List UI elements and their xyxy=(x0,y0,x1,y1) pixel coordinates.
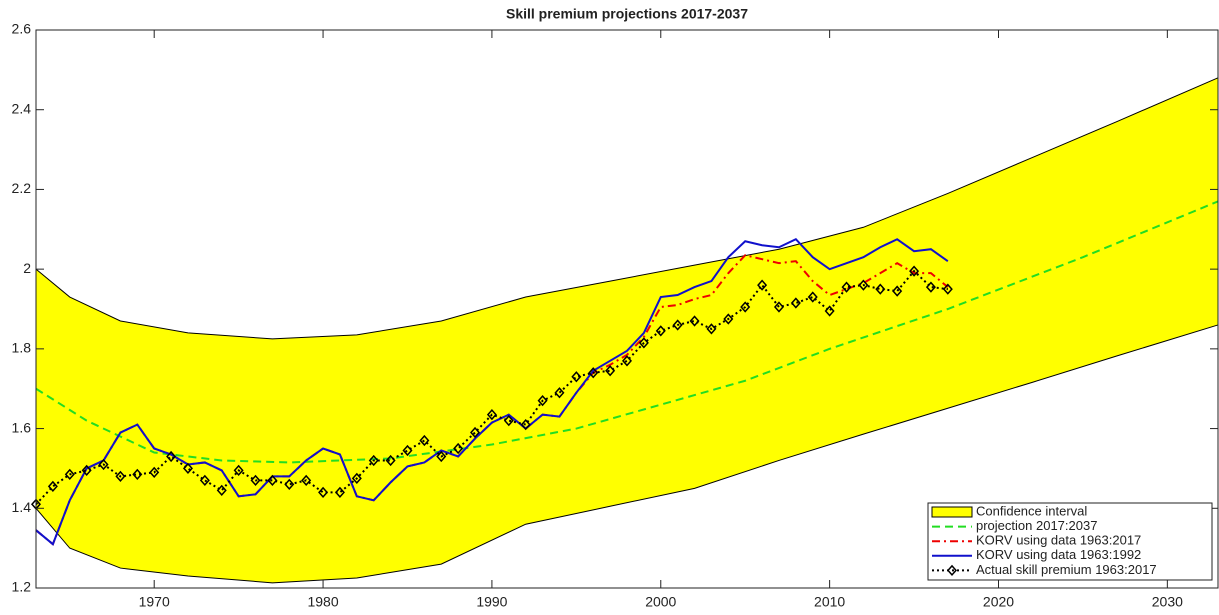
marker xyxy=(385,454,396,467)
x-tick-label: 1970 xyxy=(139,594,170,610)
marker xyxy=(723,313,734,325)
x-tick-label: 2020 xyxy=(983,594,1014,610)
legend-label: projection 2017:2037 xyxy=(976,518,1097,533)
marker xyxy=(470,426,481,439)
marker xyxy=(368,454,379,467)
chart-title: Skill premium projections 2017-2037 xyxy=(506,6,748,22)
marker xyxy=(351,472,362,485)
y-tick-label: 2.2 xyxy=(12,180,32,196)
marker xyxy=(301,474,312,487)
marker xyxy=(909,265,920,277)
marker xyxy=(98,458,109,471)
marker xyxy=(64,468,75,481)
x-tick-label: 2010 xyxy=(814,594,845,610)
x-tick-label: 2000 xyxy=(645,594,676,610)
marker xyxy=(233,464,244,477)
marker xyxy=(503,414,514,427)
x-tick-label: 1990 xyxy=(476,594,507,610)
marker xyxy=(537,395,548,407)
marker xyxy=(554,387,565,399)
y-tick-label: 1.2 xyxy=(12,579,32,595)
marker xyxy=(149,466,160,479)
marker xyxy=(166,450,177,463)
marker xyxy=(824,305,835,317)
legend-marker xyxy=(946,564,958,577)
y-tick-label: 2.6 xyxy=(12,21,32,37)
series-line xyxy=(35,200,1219,464)
marker xyxy=(621,355,633,367)
marker xyxy=(706,323,717,335)
x-tick-label: 2030 xyxy=(1152,594,1183,610)
marker xyxy=(216,484,227,496)
marker xyxy=(757,279,768,291)
plot-frame xyxy=(35,29,1219,589)
legend-label: KORV using data 1963:1992 xyxy=(976,547,1141,562)
marker xyxy=(858,279,869,291)
marker xyxy=(841,281,852,293)
x-tick-label: 1980 xyxy=(307,594,338,610)
band-upper xyxy=(35,77,1219,340)
marker xyxy=(740,301,751,313)
marker xyxy=(773,301,784,313)
marker xyxy=(47,480,58,492)
legend-label: Actual skill premium 1963:2017 xyxy=(976,562,1157,577)
marker xyxy=(638,337,649,349)
marker xyxy=(571,371,582,383)
marker xyxy=(267,474,278,487)
marker xyxy=(132,468,143,481)
band-lower xyxy=(35,324,1219,584)
marker xyxy=(182,462,193,475)
marker xyxy=(655,325,666,337)
marker xyxy=(334,486,345,498)
legend-label: KORV using data 1963:2017 xyxy=(976,533,1141,548)
y-tick-label: 2 xyxy=(23,260,31,276)
series-line xyxy=(35,269,948,505)
marker xyxy=(689,315,700,327)
marker xyxy=(250,474,261,487)
marker xyxy=(81,464,92,477)
legend-label: Confidence interval xyxy=(976,503,1087,518)
y-tick-label: 1.4 xyxy=(12,499,32,515)
marker xyxy=(402,444,413,457)
marker xyxy=(925,281,936,293)
marker xyxy=(588,367,599,379)
marker xyxy=(436,450,447,463)
legend-box xyxy=(927,502,1213,581)
marker xyxy=(790,297,801,309)
y-tick-label: 1.8 xyxy=(12,340,32,356)
marker xyxy=(453,442,464,455)
marker xyxy=(875,283,886,295)
marker xyxy=(605,365,616,377)
y-tick-label: 2.4 xyxy=(12,100,32,116)
marker xyxy=(520,418,531,431)
marker xyxy=(115,470,126,483)
marker xyxy=(807,291,818,303)
marker xyxy=(892,285,903,297)
marker xyxy=(942,283,953,295)
y-tick-label: 1.6 xyxy=(12,419,32,435)
marker xyxy=(419,434,430,447)
marker xyxy=(284,478,295,490)
marker xyxy=(318,486,329,498)
marker xyxy=(199,474,210,487)
marker xyxy=(672,319,683,331)
legend-swatch xyxy=(931,506,973,518)
marker xyxy=(486,408,497,421)
